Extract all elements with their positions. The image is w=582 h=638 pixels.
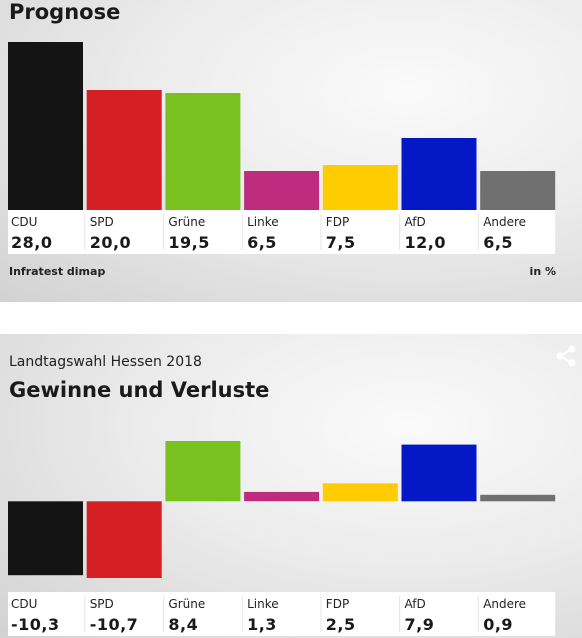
category-label-spd: SPD [90, 597, 114, 611]
value-label-gruene: 19,5 [168, 233, 209, 252]
bar-fdp [322, 165, 398, 210]
value-label-andere: 6,5 [483, 233, 513, 252]
category-label-andere: Andere [483, 215, 526, 229]
gewinne-chart: CDU -10,3 SPD -10,7 Grüne 8,4 Linke 1,3 FDP 2,5 Af… [8, 441, 556, 636]
category-label-linke: Linke [247, 215, 279, 229]
bar-cdu [8, 42, 83, 210]
value-label-afd: 7,9 [405, 615, 435, 634]
prognose-panel: Prognose CDU 28,0 SPD 20,0 Grüne 19,5 Linke 6,5… [0, 0, 582, 302]
category-label-afd: AfD [405, 215, 426, 229]
bar-gruene [165, 93, 241, 210]
chart-title: Gewinne und Verluste [9, 378, 270, 402]
panel-gap [0, 302, 582, 334]
value-label-fdp: 2,5 [326, 615, 356, 634]
category-label-andere: Andere [483, 597, 526, 611]
label-band [8, 210, 556, 254]
value-label-andere: 0,9 [483, 615, 513, 634]
value-label-afd: 12,0 [405, 233, 446, 252]
value-label-cdu: 28,0 [11, 233, 52, 252]
bar-afd [401, 444, 477, 502]
category-label-afd: AfD [405, 597, 426, 611]
prognose-chart: CDU 28,0 SPD 20,0 Grüne 19,5 Linke 6,5 FDP 7,5 AfD… [8, 42, 556, 254]
value-label-gruene: 8,4 [168, 615, 198, 634]
value-label-cdu: -10,3 [11, 615, 60, 634]
bar-andere [480, 494, 556, 502]
chart-subtitle: Landtagswahl Hessen 2018 [9, 354, 202, 370]
bar-spd [86, 501, 162, 578]
value-label-linke: 1,3 [247, 615, 277, 634]
gewinne-panel: Landtagswahl Hessen 2018 Gewinne und Ver… [0, 334, 582, 638]
chart-source: Infratest dimap [9, 265, 106, 278]
bar-andere [480, 171, 556, 210]
bar-fdp [322, 483, 398, 502]
label-band [8, 592, 556, 636]
category-label-fdp: FDP [326, 215, 349, 229]
category-label-fdp: FDP [326, 597, 349, 611]
value-label-linke: 6,5 [247, 233, 277, 252]
bar-cdu [8, 501, 83, 576]
category-label-spd: SPD [90, 215, 114, 229]
category-label-gruene: Grüne [168, 215, 205, 229]
chart-title: Prognose [9, 0, 121, 24]
bar-spd [86, 90, 162, 210]
category-label-linke: Linke [247, 597, 279, 611]
bar-linke [244, 171, 320, 210]
category-label-gruene: Grüne [168, 597, 205, 611]
bar-linke [244, 491, 320, 502]
value-label-fdp: 7,5 [326, 233, 356, 252]
value-label-spd: -10,7 [90, 615, 139, 634]
bar-gruene [165, 441, 241, 502]
chart-unit: in % [529, 265, 556, 278]
category-label-cdu: CDU [11, 597, 37, 611]
share-icon[interactable] [554, 344, 578, 368]
bar-afd [401, 138, 477, 210]
value-label-spd: 20,0 [90, 233, 131, 252]
category-label-cdu: CDU [11, 215, 37, 229]
